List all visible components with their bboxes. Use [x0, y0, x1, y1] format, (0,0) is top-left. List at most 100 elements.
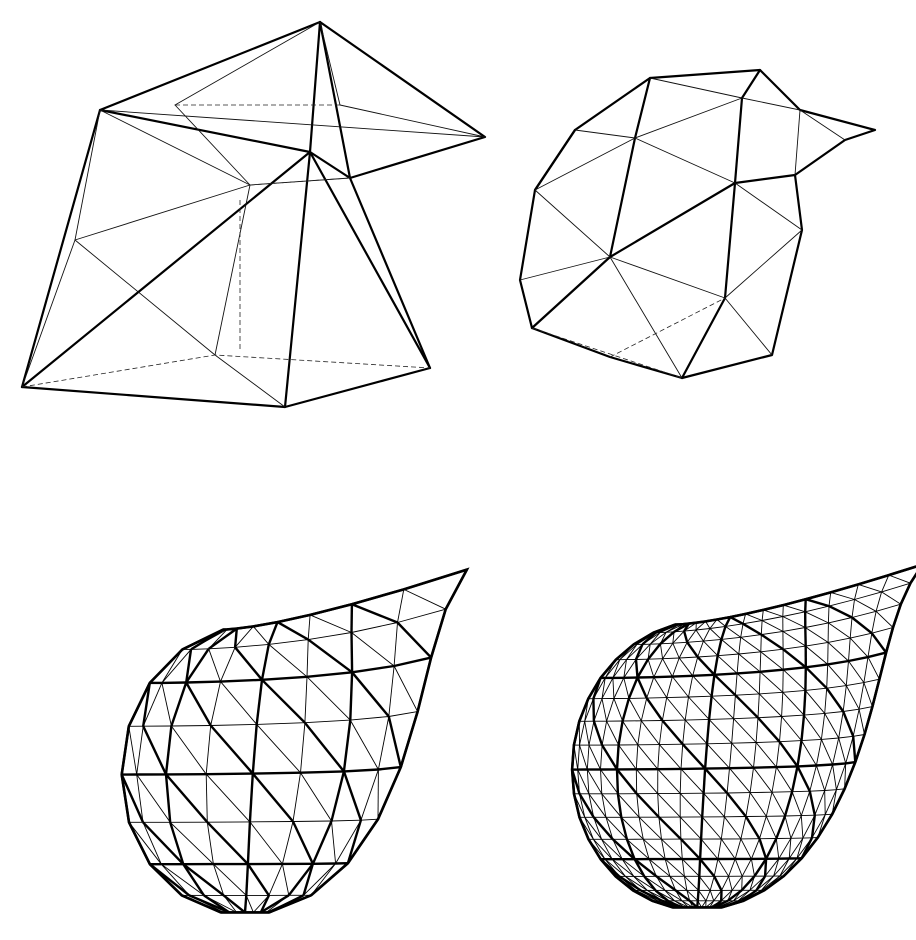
mesh-edge [740, 875, 756, 892]
mesh-edge [698, 839, 703, 860]
mesh-edge [260, 644, 270, 681]
mesh-edge [765, 792, 773, 817]
mesh-edge [805, 687, 827, 691]
mesh-edge [659, 630, 675, 645]
mesh-edge [782, 648, 807, 669]
mesh-edge [612, 659, 627, 679]
mesh-edge [729, 767, 751, 793]
mesh-edge [753, 858, 768, 877]
mesh-edge [681, 859, 685, 877]
mesh-edge [672, 676, 689, 698]
mesh-edge [626, 644, 638, 660]
mesh-edge [788, 838, 792, 859]
mesh-edge [716, 619, 726, 627]
mesh-edge [674, 630, 685, 633]
mesh-edge [738, 637, 742, 655]
mesh-edge [659, 643, 664, 659]
mesh-edge [733, 718, 757, 743]
mesh-edge [805, 598, 830, 608]
mesh-edge [790, 766, 799, 792]
mesh-edge [342, 719, 352, 772]
mesh-edge [593, 698, 603, 722]
mesh-edge [761, 630, 783, 636]
mesh-edge [233, 628, 238, 648]
mesh-edge [281, 821, 294, 865]
mesh-edge [797, 764, 817, 768]
mesh-edge [696, 890, 700, 901]
mesh-edge [267, 621, 279, 645]
mesh-edge [388, 711, 418, 717]
mesh-edge [753, 765, 777, 769]
mesh-edge [700, 838, 719, 860]
mesh-edge [851, 616, 873, 635]
mesh-edge [625, 876, 642, 891]
mesh-edge [161, 863, 205, 896]
mesh-edge [703, 743, 709, 769]
mesh-edge [306, 671, 353, 678]
mesh-edge [234, 626, 254, 648]
mesh-edge [584, 817, 602, 840]
mesh-edge [205, 725, 212, 775]
mesh-edge [848, 638, 851, 662]
mesh-edge [779, 858, 790, 877]
mesh-edge [821, 737, 839, 740]
mesh-edge [720, 626, 727, 640]
mesh-edge [611, 838, 636, 861]
mesh-edge [824, 688, 828, 714]
mesh-edge [810, 815, 816, 838]
mesh-edge [600, 769, 603, 794]
mesh-edge [578, 793, 595, 818]
mesh-edge [234, 646, 263, 681]
mesh-edge [846, 682, 864, 687]
mesh-edge [814, 790, 826, 816]
mesh-edge [703, 640, 719, 657]
mesh-edge [796, 740, 803, 767]
mesh-edge [657, 744, 660, 770]
mesh-edge [310, 863, 336, 896]
mesh-edge [249, 821, 283, 865]
mesh-edge [669, 876, 677, 891]
mesh-edge [717, 858, 729, 877]
mesh-edge [796, 837, 804, 859]
mesh-edge [758, 671, 761, 694]
mesh-edge [655, 875, 677, 892]
mesh-edge [636, 793, 640, 818]
mesh-edge [653, 675, 673, 679]
mesh-edge [725, 623, 744, 627]
mesh-edge [307, 614, 311, 640]
mesh-edge [640, 720, 660, 745]
mesh-edge [709, 718, 734, 720]
mesh-edge [330, 771, 346, 822]
mesh-edge [584, 721, 590, 746]
mesh-edge [682, 720, 686, 745]
mesh-edge [291, 820, 314, 865]
mesh-edge [755, 717, 759, 743]
mesh-edge [613, 698, 624, 722]
mesh-edge [782, 605, 784, 617]
mesh-edge [782, 616, 806, 628]
mesh-edge [136, 774, 171, 823]
mesh-edge [698, 859, 702, 877]
mesh-edge [824, 713, 840, 739]
panel-subdivision-1 [510, 60, 890, 390]
mesh-edge [685, 718, 710, 721]
mesh-edge [206, 822, 214, 865]
mesh-edge [588, 721, 595, 746]
mesh-edge [245, 864, 250, 896]
mesh-edge [811, 814, 826, 839]
mesh-edge [604, 659, 621, 679]
mesh-edge [378, 765, 401, 771]
mesh-edge [586, 745, 590, 770]
mesh-edge [256, 722, 305, 725]
mesh-edge [207, 627, 238, 650]
mesh-edge [246, 821, 252, 865]
mesh-edge [266, 894, 290, 913]
mesh-edge [697, 876, 701, 891]
mesh-edge [335, 819, 362, 864]
mesh-edge [396, 621, 432, 659]
mesh-edge [845, 660, 849, 686]
mesh-edge [210, 681, 221, 726]
mesh-edge [625, 876, 648, 891]
mesh-edge [617, 793, 640, 818]
